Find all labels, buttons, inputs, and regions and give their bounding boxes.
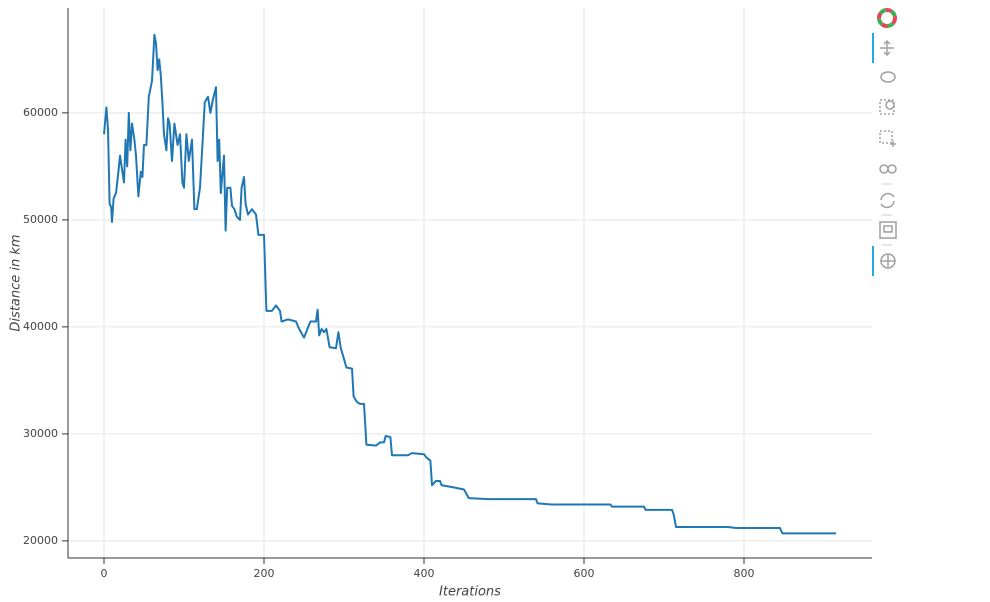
hover-tool[interactable]	[880, 253, 896, 269]
box-select-icon	[890, 141, 896, 147]
grid	[68, 8, 872, 558]
pan-icon	[880, 39, 894, 57]
active-marker	[872, 33, 874, 63]
data-line	[103, 33, 836, 535]
y-tick-label: 50000	[23, 213, 58, 226]
reset-icon	[880, 192, 895, 209]
lasso-tool[interactable]	[880, 71, 896, 83]
wheel-icon	[887, 164, 897, 174]
box-zoom-icon	[885, 100, 895, 110]
hover-icon	[881, 254, 895, 268]
box-select-tool[interactable]	[879, 130, 896, 147]
logo-ring	[877, 8, 897, 28]
y-tick-label: 60000	[23, 106, 58, 119]
save-tool[interactable]	[879, 221, 897, 239]
x-tick-label: 400	[414, 567, 435, 580]
x-tick-label: 200	[254, 567, 275, 580]
plot	[103, 33, 836, 535]
pan-tool[interactable]	[880, 39, 894, 57]
y-axis-title: Distance in km	[9, 234, 24, 331]
y-tick-label: 40000	[23, 320, 58, 333]
bokeh-logo[interactable]	[877, 8, 897, 28]
lasso-icon	[880, 71, 896, 83]
wheel-zoom-tool[interactable]	[879, 164, 897, 174]
x-tick-label: 800	[734, 567, 755, 580]
y-tick-label: 30000	[23, 427, 58, 440]
toolbar	[872, 8, 897, 276]
y-tick-label: 20000	[23, 534, 58, 547]
save-icon	[883, 225, 893, 233]
x-axis-title: Iterations	[439, 585, 501, 600]
box-zoom-tool[interactable]	[879, 99, 895, 115]
x-tick-label: 0	[101, 567, 108, 580]
box-select-icon	[879, 130, 893, 144]
reset-tool[interactable]	[880, 192, 895, 209]
x-tick-label: 600	[574, 567, 595, 580]
active-marker	[872, 246, 874, 276]
save-icon	[879, 221, 897, 239]
